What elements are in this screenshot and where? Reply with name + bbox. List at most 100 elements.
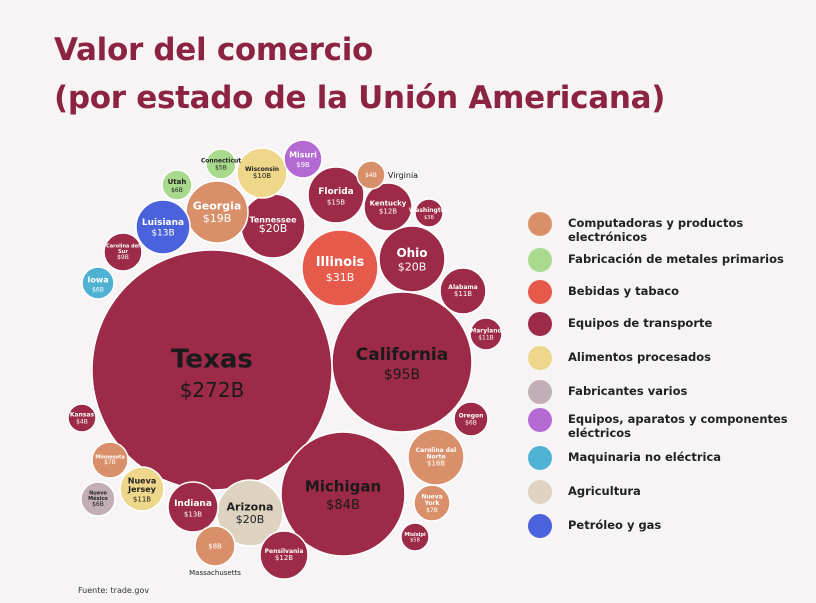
- bubble-circle-minnesota: [91, 441, 129, 479]
- bubble-value-massachusetts: $8B: [208, 542, 222, 550]
- bubble-value-michigan: $84B: [326, 498, 360, 513]
- bubble-circle-maryland: [469, 317, 503, 351]
- bubble-name-maryland: Maryland: [470, 328, 502, 335]
- legend-label: Agricultura: [568, 484, 641, 498]
- legend-swatch: [528, 346, 552, 370]
- chart-title-line-2: (por estado de la Unión Americana): [54, 80, 666, 116]
- bubble-circle-alabama: [439, 267, 487, 315]
- bubble-california: California $95B: [331, 291, 473, 433]
- bubble-minnesota: Minnesota$7B: [91, 441, 129, 479]
- legend-swatch: [528, 446, 552, 470]
- bubble-name-alabama: Alabama: [448, 284, 477, 291]
- bubble-name-nuevo-mexico: México: [88, 495, 108, 502]
- bubble-circle-california: [331, 291, 473, 433]
- bubble-luisiana: Luisiana$13B: [135, 199, 191, 255]
- bubble-circle-wisconsin: [236, 147, 288, 199]
- bubble-circle-massachusetts: [194, 525, 236, 567]
- bubble-name-nueva-york: Nueva: [421, 493, 442, 500]
- bubble-name-nueva-york: York: [424, 500, 441, 507]
- legend-label: Fabricantes varios: [568, 384, 688, 398]
- legend-label: Maquinaria no eléctrica: [568, 450, 722, 464]
- bubble-value-nueva-york: $7B: [426, 507, 438, 514]
- bubble-name-connecticut: Connecticut: [201, 158, 241, 165]
- bubble-name-massachusetts: Massachusetts: [189, 569, 241, 577]
- bubble-value-indiana: $13B: [184, 510, 202, 518]
- bubble-circle-virginia: [356, 160, 386, 190]
- legend-swatch: [528, 514, 552, 538]
- legend-swatch: [528, 312, 552, 336]
- bubble-name-minnesota: Minnesota: [95, 454, 124, 460]
- bubble-name-misisipi: Misisipi: [404, 532, 426, 538]
- bubble-value-illinois: $31B: [326, 271, 355, 284]
- bubble-florida: Florida$15B: [307, 166, 365, 224]
- bubble-circle-kentucky: [363, 182, 413, 232]
- bubble-washington: Washington$3B: [409, 198, 449, 228]
- bubble-circle-iowa: [81, 266, 115, 300]
- bubble-circle-ohio: [378, 225, 446, 293]
- bubble-michigan: Michigan $84B: [280, 431, 406, 557]
- bubble-wisconsin: Wisconsin$10B: [236, 147, 288, 199]
- bubble-circle-nueva-york: [413, 484, 451, 522]
- bubble-name-carolina-del-norte: Norte: [426, 453, 445, 460]
- bubble-value-california: $95B: [384, 367, 420, 383]
- bubble-circle-indiana: [167, 481, 219, 533]
- bubble-name-oregon: Oregon: [459, 413, 484, 420]
- bubble-circle-nueva-jersey: [119, 466, 165, 512]
- bubble-misisipi: Misisipi$5B: [400, 522, 430, 552]
- bubble-value-virginia: $4B: [365, 172, 377, 179]
- bubble-value-maryland: $11B: [478, 335, 494, 342]
- bubble-circle-luisiana: [135, 199, 191, 255]
- bubble-circle-kansas: [67, 403, 97, 433]
- bubble-name-luisiana: Luisiana: [142, 218, 184, 228]
- bubble-name-kentucky: Kentucky: [370, 199, 407, 207]
- bubble-value-pensilvania: $12B: [275, 554, 293, 562]
- bubble-georgia: Georgia$19B: [185, 180, 249, 244]
- bubble-name-iowa: Iowa: [87, 275, 108, 284]
- bubble-indiana: Indiana$13B: [167, 481, 219, 533]
- bubble-oregon: Oregon$6B: [453, 401, 489, 437]
- legend-swatch: [528, 248, 552, 272]
- bubble-circle-washington: [414, 198, 444, 228]
- legend-swatch: [528, 408, 552, 432]
- bubble-circle-michigan: [280, 431, 406, 557]
- chart-title-line-1: Valor del comercio: [54, 32, 374, 68]
- bubble-pensilvania: Pensilvania$12B: [259, 530, 309, 580]
- bubble-ohio: Ohio$20B: [378, 225, 446, 293]
- bubble-name-virginia: Virginia: [388, 171, 418, 180]
- bubble-name-georgia: Georgia: [193, 200, 242, 213]
- bubble-name-washington: Washington: [409, 207, 449, 214]
- legend-label: Alimentos procesados: [568, 350, 712, 364]
- bubble-utah: Utah$6B: [161, 169, 193, 201]
- legend-label: Equipos de transporte: [568, 316, 713, 330]
- bubble-circle-misisipi: [400, 522, 430, 552]
- bubble-value-misuri: $9B: [296, 161, 310, 169]
- bubble-value-carolina-del-norte: $16B: [427, 459, 445, 467]
- bubble-misuri: Misuri$9B: [283, 139, 323, 179]
- bubble-value-alabama: $11B: [454, 290, 472, 298]
- bubble-circle-pensilvania: [259, 530, 309, 580]
- bubble-circle-illinois: [301, 229, 379, 307]
- bubble-value-kansas: $4B: [76, 419, 88, 426]
- bubble-circle-nuevo-mexico: [80, 481, 116, 517]
- bubble-value-georgia: $19B: [203, 212, 232, 225]
- bubble-massachusetts: $8B Massachusetts: [189, 525, 241, 577]
- bubble-name-carolina-del-sur: Sur: [118, 249, 128, 255]
- bubble-name-ohio: Ohio: [396, 246, 427, 260]
- bubble-value-texas: $272B: [180, 378, 245, 402]
- bubble-name-indiana: Indiana: [174, 499, 212, 509]
- bubble-value-misisipi: $5B: [410, 538, 420, 544]
- bubble-kentucky: Kentucky$12B: [363, 182, 413, 232]
- legend-swatch: [528, 280, 552, 304]
- bubble-circle-utah: [161, 169, 193, 201]
- bubble-value-washington: $3B: [424, 215, 434, 221]
- bubble-circle-florida: [307, 166, 365, 224]
- source-note: Fuente: trade.gov: [78, 586, 150, 595]
- legend-swatch: [528, 480, 552, 504]
- bubble-name-nuevo-mexico: Nuevo: [89, 491, 107, 497]
- bubble-value-kentucky: $12B: [379, 207, 397, 215]
